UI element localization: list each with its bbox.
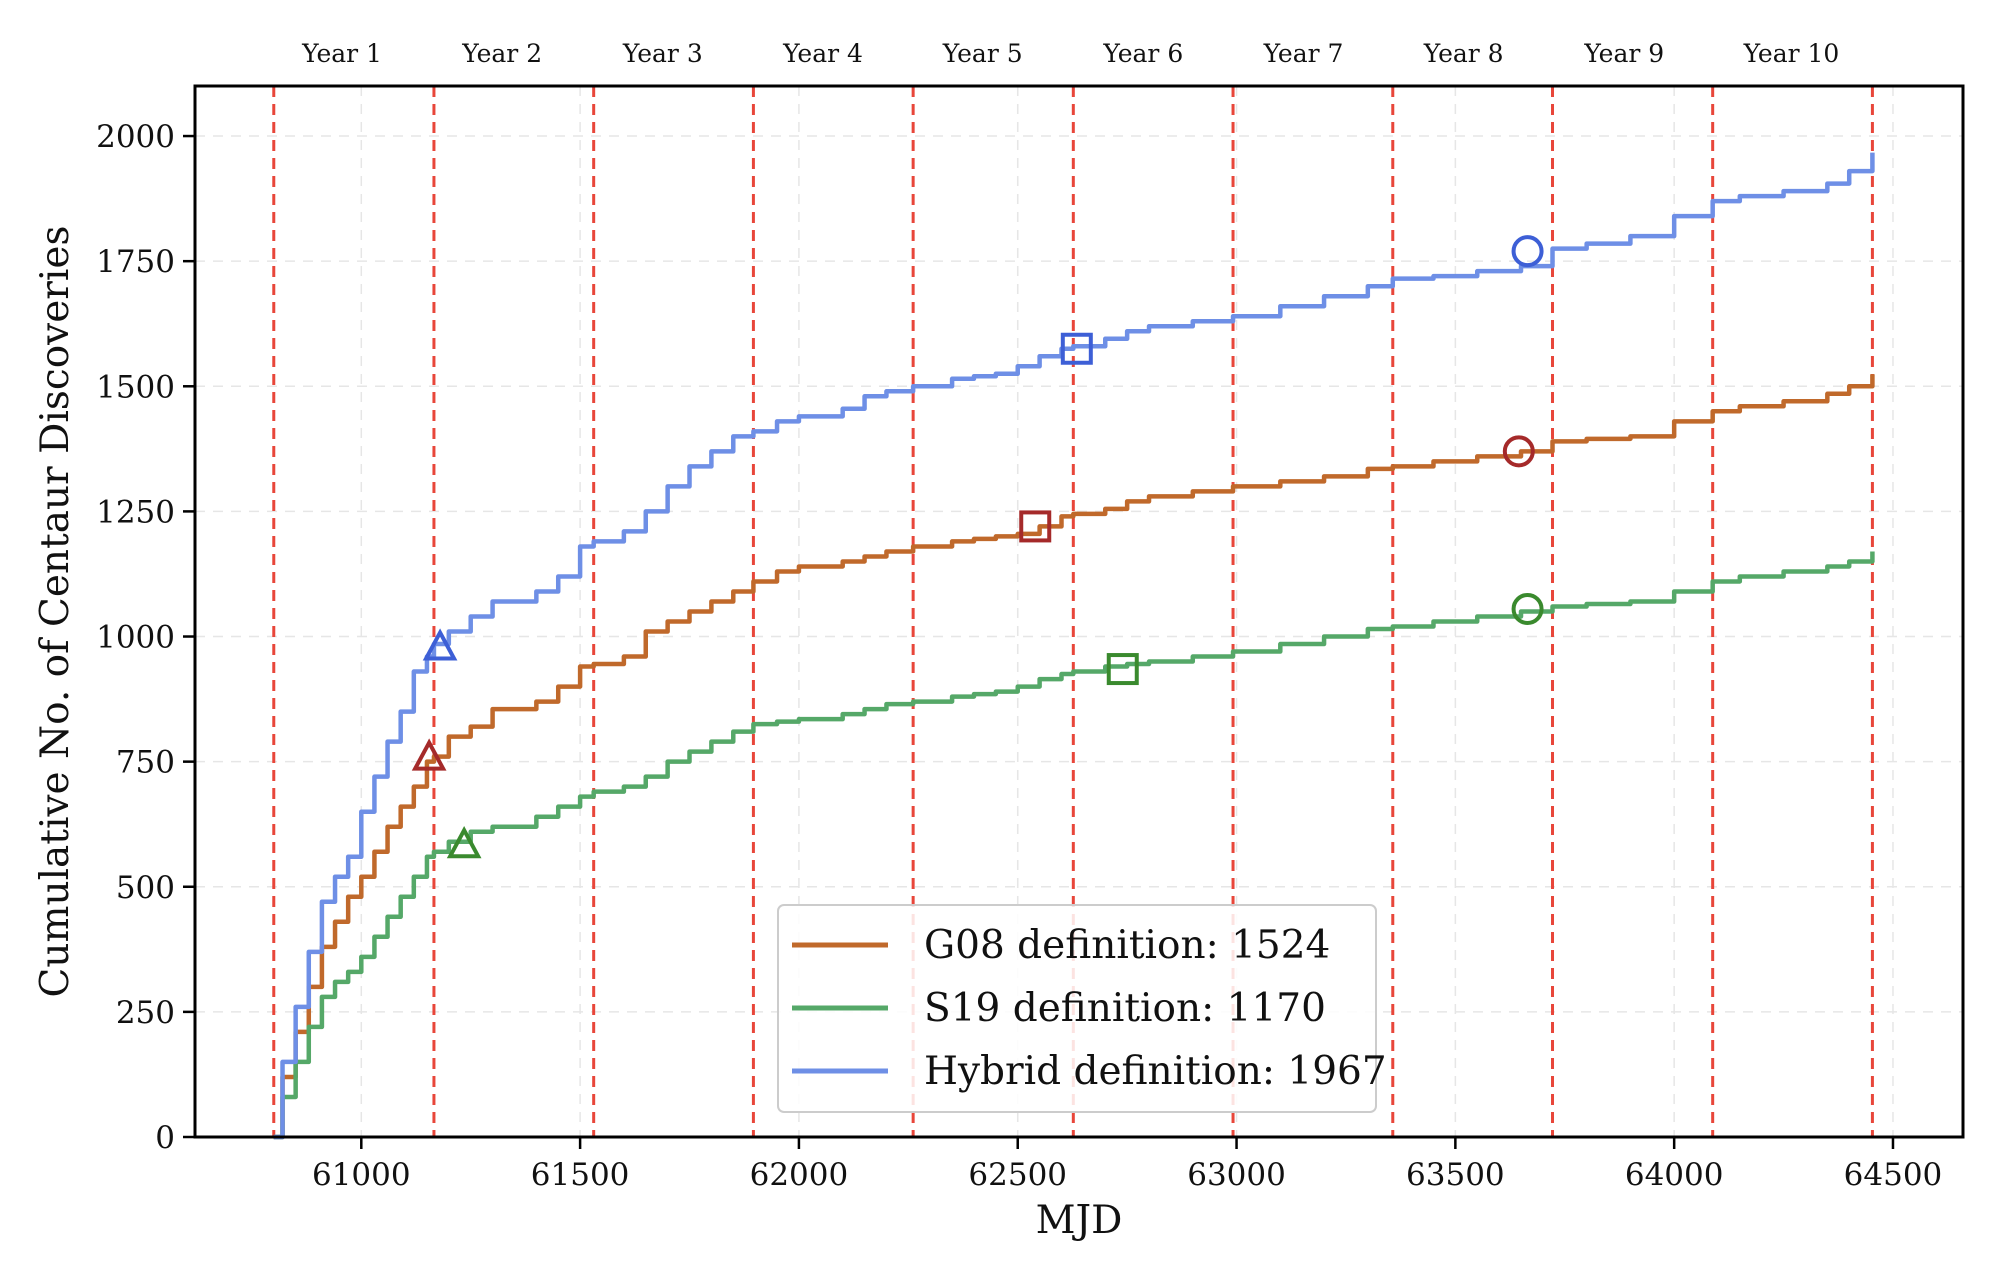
plot-frame <box>193 84 1965 1139</box>
square-marker <box>1019 510 1052 543</box>
x-tick-label: 62000 <box>750 1157 849 1193</box>
y-tick-label: 1500 <box>96 369 175 405</box>
year-label: Year 1 <box>301 39 382 68</box>
triangle-marker <box>446 826 482 859</box>
x-tick-label: 62500 <box>968 1157 1067 1193</box>
y-tick-label: 2000 <box>96 119 175 155</box>
triangle-marker <box>422 628 458 661</box>
year-label: Year 2 <box>461 39 542 68</box>
series-line <box>273 152 1875 1140</box>
y-tick-label: 500 <box>116 870 175 906</box>
axis-ticks: 61000 61500 62000 62500 63000 63500 64000 64500… <box>96 119 1942 1193</box>
year-label: Year 9 <box>1583 39 1664 68</box>
year-label: Year 10 <box>1743 39 1840 68</box>
y-tick-label: 750 <box>116 745 175 781</box>
series-line <box>273 551 1875 1140</box>
y-tick-label: 1250 <box>96 494 175 530</box>
x-tick-label: 63500 <box>1406 1157 1505 1193</box>
y-tick-label: 250 <box>116 995 175 1031</box>
triangle-marker <box>411 738 447 771</box>
year-label: Year 3 <box>622 39 703 68</box>
circle-marker <box>1502 435 1535 468</box>
circle-marker <box>1511 235 1544 268</box>
series-line <box>273 374 1875 1140</box>
circle-marker <box>1511 592 1544 625</box>
square-marker <box>1106 653 1139 686</box>
x-tick-label: 64500 <box>1844 1157 1943 1193</box>
year-label: Year 6 <box>1102 39 1183 68</box>
y-tick-label: 1750 <box>96 244 175 280</box>
year-labels: Year 1 Year 2 Year 3 Year 4 Year 5 Year 6 Year… <box>301 39 1839 68</box>
year-label: Year 7 <box>1263 39 1344 68</box>
x-axis-title: MJD <box>1036 1198 1123 1243</box>
y-tick-label: 1000 <box>96 620 175 656</box>
x-tick-label: 64000 <box>1625 1157 1724 1193</box>
series-lines <box>273 152 1875 1140</box>
year-label: Year 8 <box>1423 39 1504 68</box>
legend-label: S19 definition: 1170 <box>924 986 1326 1031</box>
year-label: Year 4 <box>782 39 863 68</box>
legend-box <box>777 904 1377 1113</box>
x-tick-label: 63000 <box>1187 1157 1286 1193</box>
x-tick-label: 61500 <box>531 1157 630 1193</box>
series-markers <box>411 235 1544 859</box>
x-tick-label: 61000 <box>312 1157 411 1193</box>
legend-label: G08 definition: 1524 <box>924 923 1330 968</box>
legend: G08 definition: 1524 S19 definition: 1170… <box>777 904 1387 1113</box>
legend-label: Hybrid definition: 1967 <box>924 1049 1387 1094</box>
year-label: Year 5 <box>942 39 1023 68</box>
square-marker <box>1060 332 1093 365</box>
y-tick-label: 0 <box>155 1120 175 1156</box>
y-axis-title: Cumulative No. of Centaur Discoveries <box>33 226 78 998</box>
